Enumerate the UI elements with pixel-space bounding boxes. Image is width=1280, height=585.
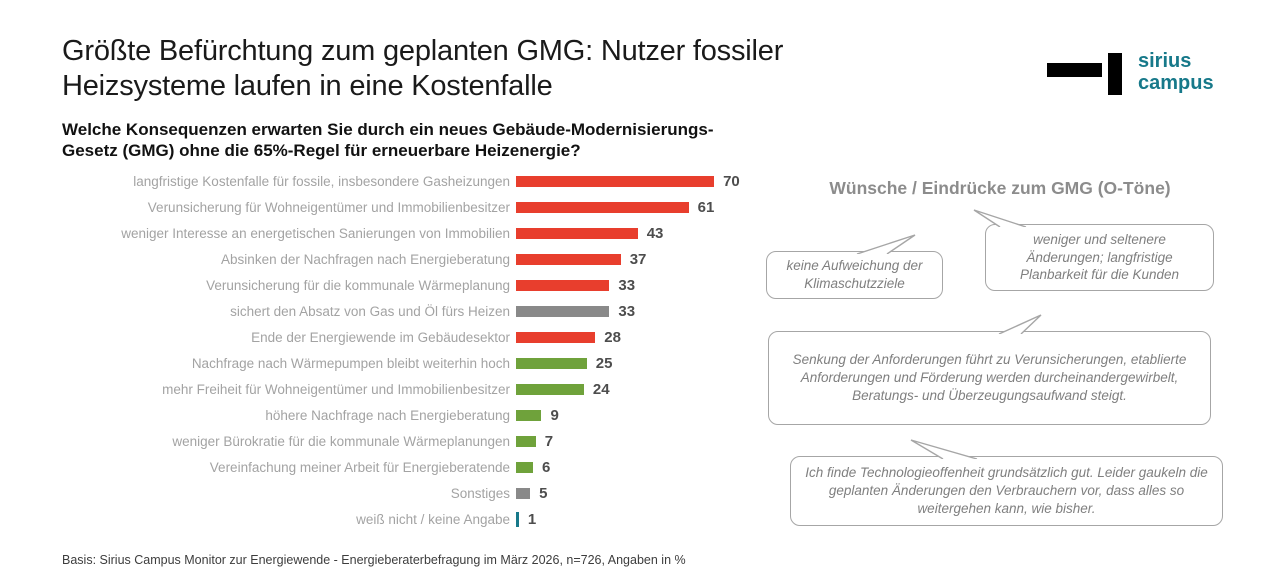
bar-row: Verunsicherung für Wohneigentümer und Im… bbox=[62, 194, 762, 220]
bar-value-label: 5 bbox=[539, 484, 548, 502]
bar-segment bbox=[516, 331, 596, 343]
bar-value-label: 9 bbox=[550, 406, 559, 424]
bar-category-label: Verunsicherung für die kommunale Wärmepl… bbox=[206, 277, 510, 293]
bar-segment bbox=[516, 227, 638, 239]
bar-rows: langfristige Kostenfalle für fossile, in… bbox=[62, 168, 762, 532]
bar-segment bbox=[516, 175, 715, 187]
bar-segment bbox=[516, 305, 610, 317]
bar-value-label: 7 bbox=[544, 432, 554, 450]
chart-question: Welche Konsequenzen erwarten Sie durch e… bbox=[62, 120, 714, 160]
bubble-tail bbox=[998, 314, 1042, 334]
bar-row: weniger Interesse an energetischen Sanie… bbox=[62, 220, 762, 246]
bar-category-label: weiß nicht / keine Angabe bbox=[356, 511, 510, 527]
logo-dash-mark bbox=[1047, 63, 1102, 77]
bar-row: mehr Freiheit für Wohneigentümer und Imm… bbox=[62, 376, 762, 402]
bar-segment bbox=[516, 409, 542, 421]
bar-category-label: Nachfrage nach Wärmepumpen bleibt weiter… bbox=[191, 355, 510, 371]
bar-segment bbox=[516, 461, 533, 473]
bar-category-label: weniger Bürokratie für die kommunale Wär… bbox=[172, 433, 510, 449]
quote-text: keine Aufweichung der Klimaschutzziele bbox=[786, 258, 923, 291]
bar-value-label: 24 bbox=[592, 380, 610, 398]
bubble-tail bbox=[910, 439, 978, 459]
quote-bubble: Ich finde Technologieoffenheit grundsätz… bbox=[790, 439, 1223, 526]
bar-category-label: höhere Nachfrage nach Energieberatung bbox=[265, 407, 510, 423]
bar-category-label: mehr Freiheit für Wohneigentümer und Imm… bbox=[162, 381, 510, 397]
bar-segment bbox=[516, 487, 531, 499]
quote-bubble: Senkung der Anforderungen führt zu Verun… bbox=[768, 314, 1211, 425]
bar-segment bbox=[516, 383, 584, 395]
quote-text: weniger und seltenere Änderungen; langfr… bbox=[1019, 231, 1180, 283]
bar-segment bbox=[516, 279, 610, 291]
bar-row: sichert den Absatz von Gas und Öl fürs H… bbox=[62, 298, 762, 324]
logo-wordmark: sirius campus bbox=[1138, 50, 1214, 94]
bar-segment bbox=[516, 357, 587, 369]
bar-segment bbox=[516, 253, 621, 265]
bar-row: Verunsicherung für die kommunale Wärmepl… bbox=[62, 272, 762, 298]
quote-bubble: weniger und seltenere Änderungen; langfr… bbox=[973, 209, 1214, 291]
bar-row: langfristige Kostenfalle für fossile, in… bbox=[62, 168, 762, 194]
page-title: Größte Befürchtung zum geplanten GMG: Nu… bbox=[62, 35, 784, 102]
bar-category-label: Ende der Energiewende im Gebäudesektor bbox=[251, 329, 510, 345]
bar-value-label: 70 bbox=[723, 172, 740, 190]
bar-value-label: 6 bbox=[541, 458, 551, 476]
bar-row: Absinken der Nachfragen nach Energiebera… bbox=[62, 246, 762, 272]
bar-value-label: 1 bbox=[527, 510, 537, 528]
bar-value-label: 33 bbox=[618, 276, 636, 294]
bar-value-label: 33 bbox=[618, 302, 636, 320]
bar-row: weiß nicht / keine Angabe 1 bbox=[62, 506, 762, 532]
bar-value-label: 25 bbox=[595, 354, 613, 372]
bar-category-label: Verunsicherung für Wohneigentümer und Im… bbox=[147, 199, 510, 215]
bar-row: Sonstiges 5 bbox=[62, 480, 762, 506]
sirius-campus-logo: sirius campus bbox=[1047, 48, 1237, 100]
bar-row: Ende der Energiewende im Gebäudesektor 28 bbox=[62, 324, 762, 350]
bar-category-label: sichert den Absatz von Gas und Öl fürs H… bbox=[230, 303, 510, 319]
quote-text: Ich finde Technologieoffenheit grundsätz… bbox=[805, 465, 1208, 516]
bubble-tail bbox=[856, 234, 916, 254]
bar-category-label: Vereinfachung meiner Arbeit für Energieb… bbox=[209, 459, 510, 475]
bar-segment bbox=[516, 435, 536, 447]
bar-value-label: 43 bbox=[646, 224, 664, 242]
bar-value-label: 37 bbox=[629, 250, 647, 268]
bar-value-label: 28 bbox=[604, 328, 621, 346]
bubble-tail bbox=[973, 209, 1027, 227]
bar-category-label: Absinken der Nachfragen nach Energiebera… bbox=[221, 251, 510, 267]
bar-row: höhere Nachfrage nach Energieberatung 9 bbox=[62, 402, 762, 428]
quote-bubble: keine Aufweichung der Klimaschutzziele bbox=[766, 234, 943, 299]
source-note: Basis: Sirius Campus Monitor zur Energie… bbox=[62, 553, 686, 567]
bar-row: weniger Bürokratie für die kommunale Wär… bbox=[62, 428, 762, 454]
bar-segment bbox=[516, 511, 519, 527]
bar-category-label: weniger Interesse an energetischen Sanie… bbox=[121, 225, 510, 241]
bar-row: Nachfrage nach Wärmepumpen bleibt weiter… bbox=[62, 350, 762, 376]
bar-chart: langfristige Kostenfalle für fossile, in… bbox=[62, 168, 762, 532]
bar-category-label: langfristige Kostenfalle für fossile, in… bbox=[133, 173, 510, 189]
bar-segment bbox=[516, 201, 689, 213]
bar-category-label: Sonstiges bbox=[450, 485, 510, 501]
quotes-panel-title: Wünsche / Eindrücke zum GMG (O-Töne) bbox=[829, 178, 1171, 198]
logo-bar-mark bbox=[1108, 53, 1122, 95]
bar-value-label: 61 bbox=[697, 198, 715, 216]
bar-row: Vereinfachung meiner Arbeit für Energieb… bbox=[62, 454, 762, 480]
quote-text: Senkung der Anforderungen führt zu Verun… bbox=[792, 352, 1187, 403]
